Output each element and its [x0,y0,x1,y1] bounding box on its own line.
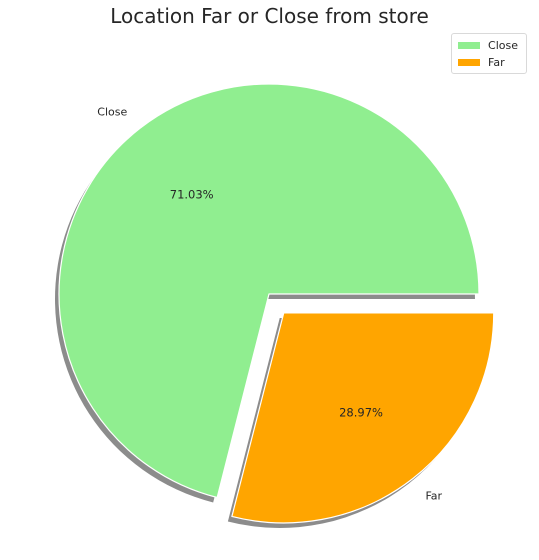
pie-slice-close [58,83,480,499]
slice-label-far: Far [425,489,442,502]
chart-title: Location Far or Close from store [110,4,429,28]
legend: Close Far [451,33,527,74]
legend-label-far: Far [488,56,505,69]
legend-swatch-far [458,59,481,66]
legend-entry-close: Close [458,37,518,54]
slice-percent-close: 71.03% [170,188,214,202]
legend-label-close: Close [488,39,518,52]
pie-labels: Close 71.03% Far 28.97% [97,106,442,503]
slice-label-close: Close [97,106,127,119]
legend-swatch-close [458,42,481,49]
pie-wedges [58,83,495,524]
pie-slice-far [231,312,495,524]
slice-percent-far: 28.97% [339,405,383,419]
legend-entry-far: Far [458,54,518,71]
